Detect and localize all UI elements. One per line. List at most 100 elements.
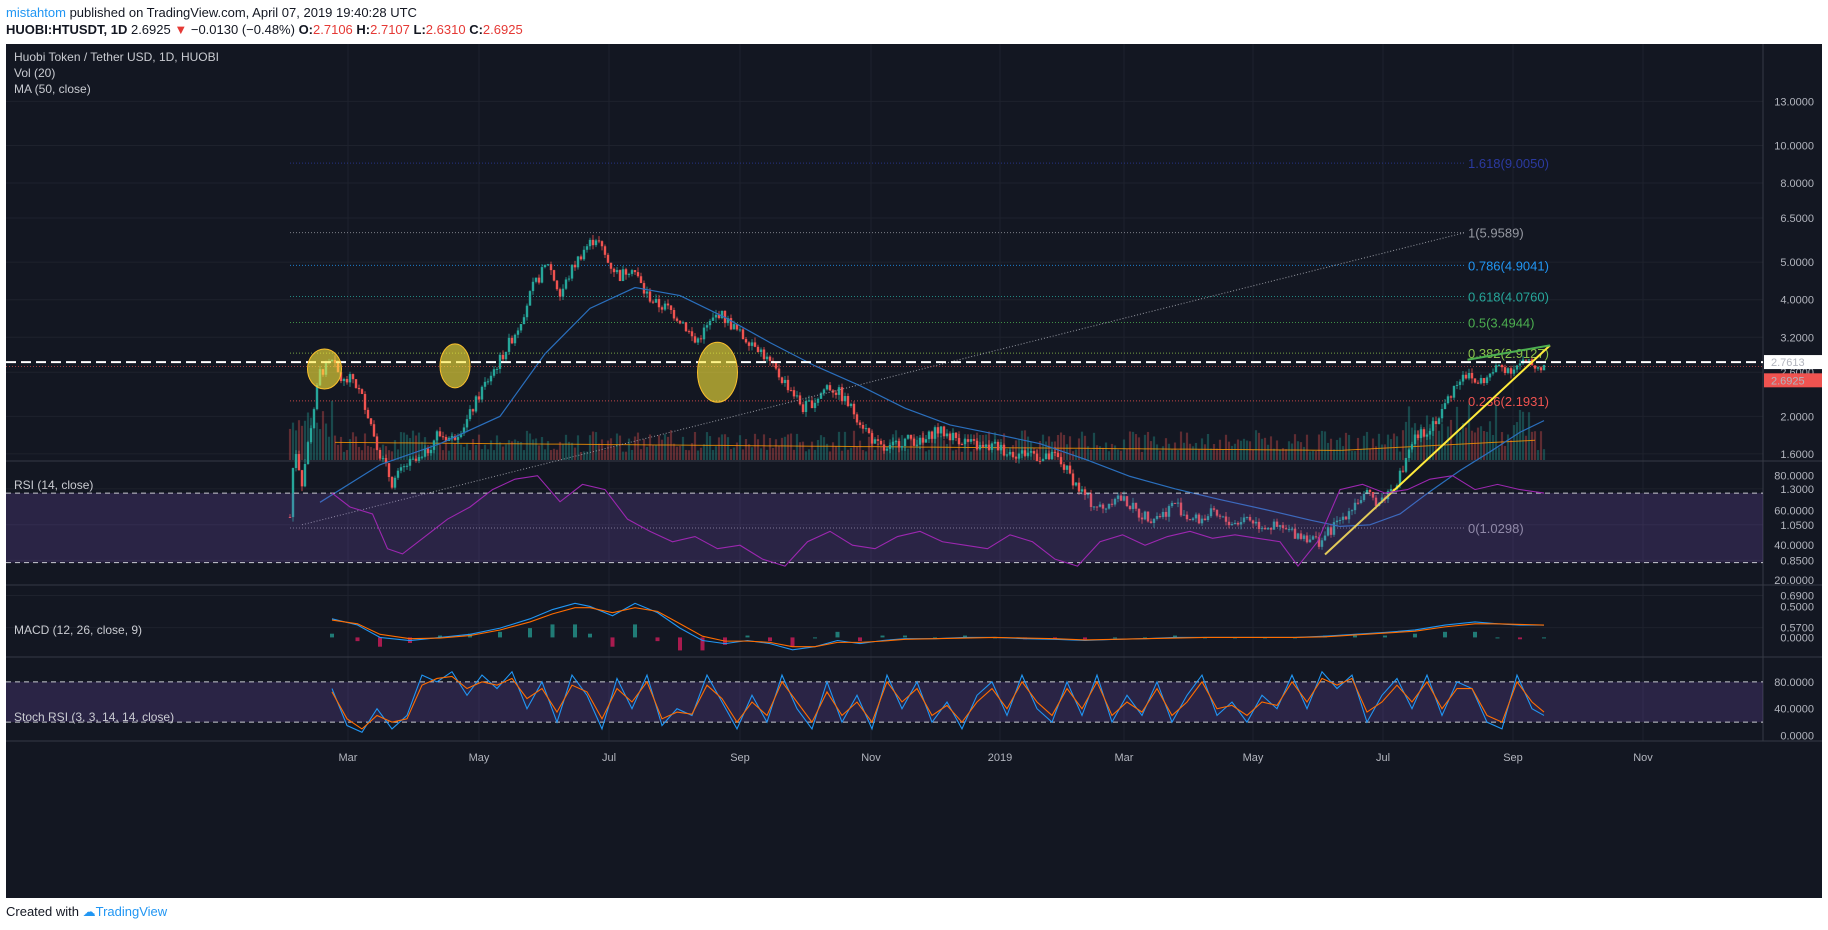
volume-bar [1122,439,1126,460]
volume-bar [633,436,637,460]
candle-body [1083,489,1087,496]
candle-body [843,396,847,402]
publish-header: mistahtom published on TradingView.com, … [0,0,1828,42]
volume-bar [825,443,829,460]
candle-body [468,409,472,420]
volume-bar [993,432,997,460]
candle-body [1290,528,1294,530]
volume-bar [450,432,454,460]
candle-body [309,428,313,443]
volume-bar [498,442,502,460]
time-tick-label: Jul [1376,752,1390,764]
macd-histogram-bar [813,637,817,639]
volume-bar [1302,446,1306,460]
volume-bar [474,444,478,460]
volume-bar [1119,450,1123,460]
time-axis[interactable]: Mar May Jul Sep Nov 2019 Mar May Jul Sep Nov [339,752,1654,764]
volume-bar [321,411,325,460]
fib-retracement[interactable]: 1.618(9.0050) 1(5.9589) 0.786(4.9041) 0.618… [290,156,1549,536]
time-tick-label: Mar [339,752,358,764]
candle-body [600,241,604,247]
macd-histogram-bar [1383,635,1387,638]
volume-bar [1356,437,1360,460]
volume-bar [1434,426,1438,460]
candle-body [594,240,598,246]
volume-bar [1089,449,1093,460]
candle-body [303,463,307,487]
candle-body [432,440,436,450]
volume-bar [792,449,796,460]
candle-body [312,409,316,429]
chart-canvas[interactable]: 1.618(9.0050) 1(5.9589) 0.786(4.9041) 0.618… [0,44,1828,898]
candle-body [426,448,430,454]
candle-body [357,387,361,390]
volume-bar [1059,432,1063,460]
candle-body [1329,527,1333,535]
candle-body [1305,535,1309,543]
candle-body [1113,498,1117,505]
candle-body [915,444,919,446]
indicator-panes [6,475,1763,733]
volume-bar [951,450,955,460]
candle-body [873,439,877,444]
candle-body [1437,418,1441,425]
volume-bar [1536,450,1540,460]
volume-bar [1230,445,1234,460]
macd-histogram-bar [655,637,660,642]
volume-bar [1539,431,1543,460]
candle-body [1542,364,1546,371]
candle-body [1272,521,1276,530]
volume-bar [1491,434,1495,460]
volume-bar [831,442,835,460]
author-link[interactable]: mistahtom [6,5,66,20]
volume-bar [1212,444,1216,460]
volume-bar [414,435,418,460]
volume-bar [492,450,496,460]
volume-bar [1239,440,1243,460]
volume-bar [762,434,766,460]
volume-bar [942,440,946,460]
volume-bar [675,446,679,460]
price-axis[interactable]: 13.0000 10.0000 8.0000 6.5000 5.0000 4.0000 3.… [1764,96,1822,743]
volume-bar [1128,431,1132,460]
indicator-tick-label: 0.0000 [1780,632,1814,644]
volume-bar [1263,437,1267,460]
candle-body [522,317,526,325]
candle-body [1362,493,1366,501]
volume-bar [723,434,727,460]
ohlc-line: HUOBI:HTUSDT, 1D 2.6925 ▼ −0.0130 (−0.48… [6,22,523,37]
candle-body [1176,502,1180,504]
candle-body [828,385,832,391]
macd-histogram-bar [610,637,615,647]
volume-bar [1185,432,1189,460]
macd-histogram-bar [588,633,592,638]
indicator-tick-label: 40.0000 [1774,540,1814,552]
tradingview-link[interactable]: TradingView [95,904,168,919]
candle-body [1311,536,1315,540]
macd-histogram-bar [1413,633,1417,638]
volume-bar [438,444,442,460]
volume-bar [456,433,460,460]
volume-bar [1443,442,1447,460]
macd-line [331,602,1544,651]
drawings[interactable] [6,232,1763,556]
volume-legend: Vol (20) [14,66,55,80]
volume-bar [1281,448,1285,460]
volume-bar [384,446,388,460]
candle-body [366,409,370,419]
volume-bar [1140,451,1144,460]
volume-bar [1272,448,1276,460]
candle-body [1035,453,1039,461]
candle-body [834,392,838,395]
resistance-trendline [1467,344,1551,361]
candle-body [402,466,406,468]
price-tick-label: 4.0000 [1780,295,1814,307]
volume-bar [345,450,349,460]
candle-body [1206,516,1210,521]
volume-bar [1446,426,1450,460]
candle-body [591,239,595,246]
volume-bar [528,433,532,460]
candle-body [804,401,808,413]
volume-bar [552,448,556,460]
candle-body [888,445,892,449]
